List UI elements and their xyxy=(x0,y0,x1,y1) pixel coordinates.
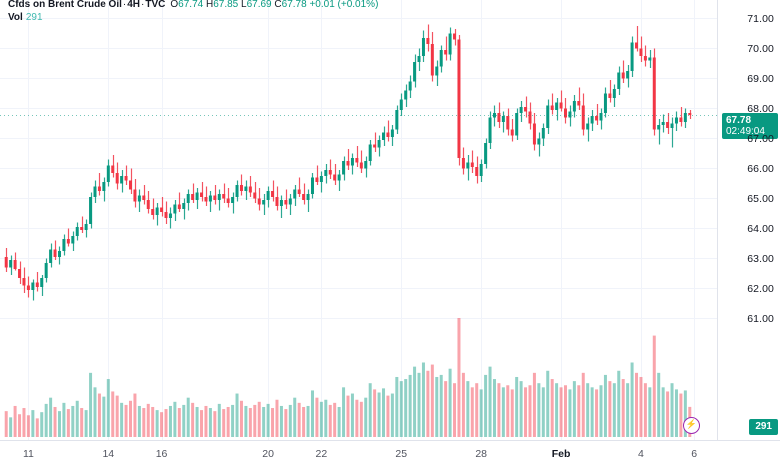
candlestick-series[interactable] xyxy=(0,0,718,440)
volume-value-badge: 291 xyxy=(749,419,778,435)
time-tick: 16 xyxy=(155,448,168,460)
price-tick: 63.00 xyxy=(747,252,774,265)
current-price-value: 67.78 xyxy=(726,115,752,127)
time-tick: 11 xyxy=(22,448,34,460)
time-tick: 14 xyxy=(102,448,115,460)
price-line-overlay xyxy=(0,115,718,116)
time-tick: 20 xyxy=(262,448,274,460)
realtime-bolt-icon[interactable]: ⚡ xyxy=(682,417,700,434)
price-tick: 66.00 xyxy=(747,162,774,175)
time-tick: 28 xyxy=(475,448,487,460)
chart-gridlines xyxy=(0,0,718,440)
price-tick: 65.00 xyxy=(747,192,774,205)
price-tick: 61.00 xyxy=(747,312,774,325)
price-tick: 62.00 xyxy=(747,282,774,295)
price-scale[interactable]: 67.78 02:49:04 291 71.00 70.00 69.00 68.00 6… xyxy=(717,0,780,440)
price-tick: 68.00 xyxy=(747,102,774,115)
price-tick: 67.00 xyxy=(747,132,774,145)
current-price-badge[interactable]: 67.78 02:49:04 xyxy=(722,113,778,140)
time-tick: 6 xyxy=(691,448,698,460)
chart-pane[interactable] xyxy=(0,0,718,440)
time-tick: 22 xyxy=(315,448,328,460)
price-tick: 70.00 xyxy=(747,42,774,55)
price-tick: 71.00 xyxy=(747,12,774,25)
time-scale[interactable]: 11141620222528Feb46101215 xyxy=(0,440,780,470)
price-tick: 64.00 xyxy=(747,222,774,235)
time-tick: Feb xyxy=(551,448,571,460)
time-tick: 25 xyxy=(395,448,408,460)
time-tick: 4 xyxy=(638,448,644,460)
bolt-glyph: ⚡ xyxy=(685,419,697,429)
bar-countdown: 02:49:04 xyxy=(726,126,765,138)
price-tick: 69.00 xyxy=(747,72,774,85)
